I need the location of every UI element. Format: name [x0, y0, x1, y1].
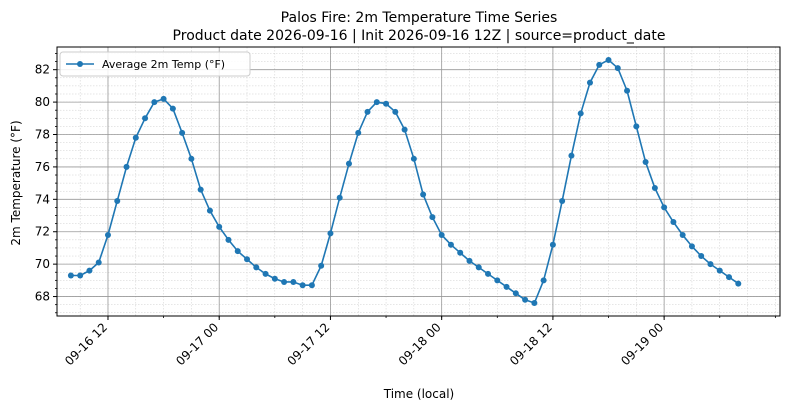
legend: Average 2m Temp (°F) — [59, 51, 251, 77]
data-point — [373, 99, 380, 106]
data-point — [522, 296, 529, 303]
data-point — [457, 249, 464, 256]
data-point — [160, 95, 167, 102]
data-point — [169, 105, 176, 112]
data-point — [438, 231, 445, 238]
data-point — [707, 261, 714, 268]
y-tick-label: 68 — [35, 290, 50, 304]
data-point — [447, 241, 454, 248]
data-point — [345, 160, 352, 167]
data-point — [86, 267, 93, 274]
x-tick-label: 09-19 00 — [618, 320, 666, 368]
data-point — [540, 277, 547, 284]
data-point — [234, 248, 241, 255]
x-axis-label: Time (local) — [383, 387, 455, 401]
data-point — [290, 278, 297, 285]
data-point — [364, 108, 371, 115]
x-tick-label: 09-16 12 — [62, 320, 110, 368]
x-tick-label: 09-18 00 — [396, 320, 444, 368]
data-point — [568, 152, 575, 159]
data-point — [308, 282, 315, 289]
y-tick-label: 72 — [35, 225, 50, 239]
data-point — [355, 129, 362, 136]
data-point — [216, 223, 223, 230]
x-tick-label: 09-18 12 — [507, 320, 555, 368]
data-point — [605, 56, 612, 63]
data-point — [735, 280, 742, 287]
data-point — [188, 155, 195, 162]
y-tick-label: 82 — [35, 63, 50, 77]
data-point — [614, 65, 621, 72]
data-point — [512, 290, 519, 297]
data-point — [420, 191, 427, 198]
data-point — [318, 262, 325, 269]
data-point — [531, 300, 538, 307]
x-tick-label: 09-17 00 — [173, 320, 221, 368]
data-point — [642, 159, 649, 166]
data-point — [549, 241, 556, 248]
data-point — [271, 275, 278, 282]
y-tick-label: 70 — [35, 257, 50, 271]
data-point — [698, 253, 705, 260]
y-tick-label: 76 — [35, 160, 50, 174]
data-point — [716, 267, 723, 274]
data-point — [336, 194, 343, 201]
data-point — [494, 277, 501, 284]
data-point — [688, 243, 695, 250]
data-point — [559, 197, 566, 204]
data-point — [132, 134, 139, 141]
legend-marker — [77, 61, 83, 67]
plot-area: 68 70 72 74 76 78 80 82 09-16 12 09-17 00 09-17 12… — [35, 46, 781, 368]
data-point — [577, 110, 584, 117]
data-point — [67, 272, 74, 279]
data-point — [95, 259, 102, 266]
data-point — [633, 123, 640, 130]
data-point — [485, 270, 492, 277]
chart-subtitle: Product date 2026-09-16 | Init 2026-09-1… — [173, 28, 666, 44]
data-point — [726, 274, 733, 281]
data-point — [475, 264, 482, 271]
legend-box — [59, 51, 251, 77]
data-point — [142, 115, 149, 122]
data-point — [327, 230, 334, 237]
data-point — [410, 155, 417, 162]
y-tick-label: 78 — [35, 128, 50, 142]
data-point — [679, 231, 686, 238]
data-point — [104, 231, 111, 238]
data-point — [586, 79, 593, 86]
data-point — [661, 204, 668, 211]
data-point — [383, 100, 390, 107]
data-point — [670, 219, 677, 226]
data-point — [429, 214, 436, 221]
data-point — [77, 272, 84, 279]
data-point — [596, 61, 603, 68]
y-tick-label: 74 — [35, 192, 50, 206]
data-point — [206, 207, 213, 214]
data-point — [392, 108, 399, 115]
data-point — [114, 197, 121, 204]
data-point — [253, 264, 260, 271]
data-point — [299, 282, 306, 289]
data-point — [197, 186, 204, 193]
data-point — [123, 163, 130, 170]
data-point — [401, 126, 408, 133]
legend-label: Average 2m Temp (°F) — [102, 58, 225, 71]
data-point — [624, 87, 631, 94]
data-point — [262, 270, 269, 277]
data-point — [151, 99, 158, 106]
data-point — [244, 256, 251, 263]
series-line — [70, 59, 739, 304]
data-point — [466, 257, 473, 264]
x-tick-label: 09-17 12 — [285, 320, 333, 368]
data-point — [225, 236, 232, 243]
data-point — [503, 283, 510, 290]
data-point — [179, 129, 186, 136]
data-point — [281, 278, 288, 285]
y-axis-label: 2m Temperature (°F) — [9, 120, 23, 245]
chart-title: Palos Fire: 2m Temperature Time Series — [281, 10, 558, 26]
y-tick-label: 80 — [35, 95, 50, 109]
axes-frame — [56, 46, 781, 317]
data-point — [651, 184, 658, 191]
